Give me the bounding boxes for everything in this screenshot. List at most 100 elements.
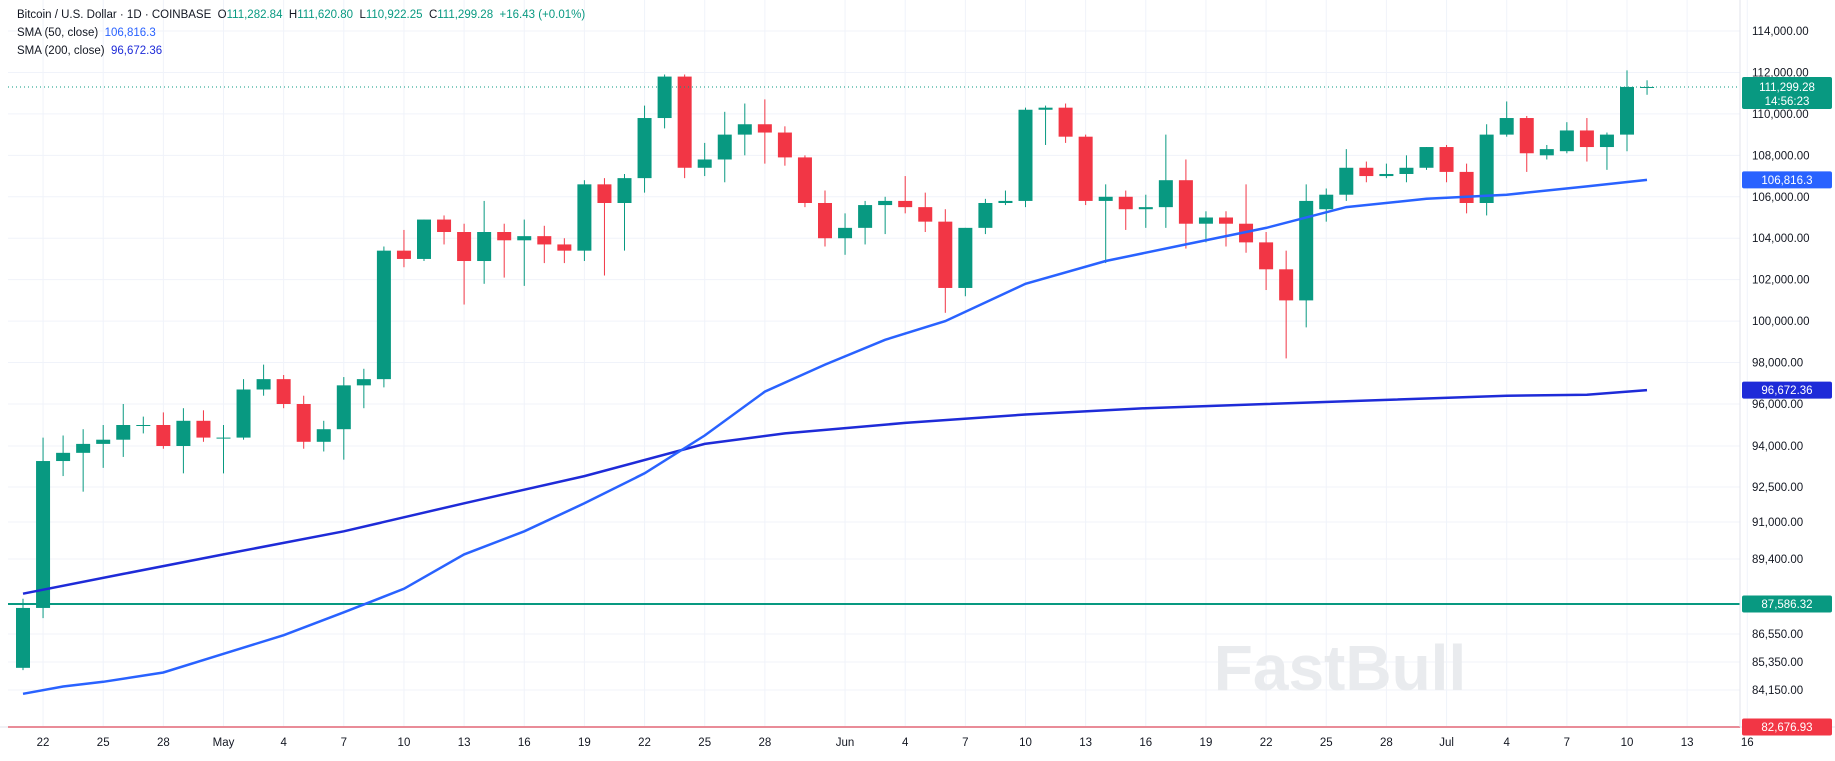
red-horizontal-line-tag-text: 82,676.93 (1761, 722, 1812, 734)
sma200-row[interactable]: SMA (200, close) 96,672.36 (17, 42, 585, 60)
time-tick-label: 7 (341, 737, 347, 749)
candle-body (176, 420, 191, 446)
candle-body (1599, 134, 1614, 148)
candle-body (196, 420, 211, 438)
candle-body (858, 205, 873, 228)
close-label: C (428, 9, 438, 21)
candle-body (1459, 171, 1474, 203)
candle-body (978, 202, 993, 228)
time-tick-label: 4 (902, 737, 909, 749)
price-tick-label: 86,550.00 (1752, 629, 1803, 641)
candle-body (998, 200, 1013, 203)
sma200-label: SMA (200, close) (17, 45, 105, 57)
time-tick-label: 7 (1564, 737, 1570, 749)
candle-body (677, 76, 692, 168)
candle-body (797, 157, 812, 203)
open-value: 111,282.84 (226, 9, 283, 21)
candle-body (216, 437, 231, 439)
candle-body (1198, 217, 1213, 224)
time-tick-label: 4 (1503, 737, 1510, 749)
time-tick-label: Jul (1439, 737, 1454, 749)
candle-body (1539, 149, 1554, 156)
time-tick-label: 10 (398, 737, 411, 749)
candle-body (1299, 200, 1314, 301)
price-tick-label: 100,000.00 (1752, 316, 1810, 328)
candle-body (777, 132, 792, 158)
time-tick-label: 7 (962, 737, 968, 749)
candle-body (1439, 147, 1454, 172)
chart-legend: Bitcoin / U.S. Dollar · 1D · COINBASE O1… (17, 6, 585, 60)
time-tick-label: 22 (1260, 737, 1273, 749)
candle-body (898, 200, 913, 208)
candle-body (1319, 194, 1334, 210)
time-tick-label: 25 (97, 737, 110, 749)
axis-tags: 111,299.28 14:56:23 106,816.3 96,672.36 87,5… (1742, 76, 1832, 736)
price-tick-label: 91,000.00 (1752, 517, 1803, 529)
time-axis[interactable]: 22 25 28 May 4 7 10 13 16 19 22 25 28 Jun 4 7 10 13 16 19 22… (37, 737, 1754, 749)
price-tick-label: 98,000.00 (1752, 358, 1803, 370)
symbol-title[interactable]: Bitcoin / U.S. Dollar · 1D · COINBASE (17, 9, 212, 21)
price-tick-label: 102,000.00 (1752, 275, 1810, 287)
candle-body (1399, 167, 1414, 174)
price-tick-label: 104,000.00 (1752, 233, 1810, 245)
candle-body (376, 250, 391, 380)
candle-body (1359, 167, 1374, 177)
candle-body (1499, 118, 1514, 135)
candle-body (537, 236, 552, 245)
time-tick-label: 22 (37, 737, 50, 749)
candle-body (256, 379, 271, 390)
candle-body (717, 134, 732, 160)
time-tick-label: 22 (638, 737, 651, 749)
candle-body (356, 379, 371, 386)
time-tick-label: 28 (758, 737, 771, 749)
candle-body (597, 184, 612, 203)
candle-body (16, 607, 30, 668)
time-tick-label: 4 (280, 737, 287, 749)
time-tick-label: 28 (1380, 737, 1393, 749)
candle-body (336, 385, 351, 430)
red-horizontal-line-tag-bg (1742, 718, 1832, 736)
candle-body (1559, 130, 1574, 152)
sma50-tag-bg (1742, 171, 1832, 189)
sma50-row[interactable]: SMA (50, close) 106,816.3 (17, 24, 585, 42)
candle-body (1118, 196, 1133, 210)
time-tick-label: 13 (458, 737, 471, 749)
candle-body (76, 443, 91, 453)
candle-body (577, 184, 592, 251)
high-label: H (288, 9, 298, 21)
price-tick-label: 96,000.00 (1752, 399, 1803, 411)
candle-body (757, 124, 772, 133)
open-label: O (217, 9, 227, 21)
low-label: L (359, 9, 366, 21)
high-value: 111,620.80 (297, 9, 354, 21)
time-tick-label: 28 (157, 737, 170, 749)
grid-lines (8, 0, 1748, 727)
candle-body (938, 221, 953, 288)
sma50-line (22, 178, 1648, 696)
time-tick-label: 16 (1139, 737, 1152, 749)
countdown-tag-text: 14:56:23 (1765, 96, 1810, 108)
candle-body (56, 452, 71, 462)
candle-body (657, 76, 672, 119)
candle-body (1178, 180, 1193, 224)
price-axis[interactable]: 84,150.00 85,350.00 86,550.00 89,400.00 91,0… (1752, 26, 1810, 697)
horizontal-lines (8, 603, 1740, 728)
candle-body (316, 429, 331, 442)
candle-body (36, 461, 51, 608)
candle-body (457, 232, 472, 262)
green-horizontal-line-tag-bg (1742, 595, 1832, 613)
sma50-value: 106,816.3 (104, 27, 156, 39)
sma200-tag-text: 96,672.36 (1761, 385, 1812, 397)
candle-body (497, 232, 512, 241)
time-tick-label: May (213, 737, 235, 749)
time-tick-label: 16 (518, 737, 531, 749)
time-tick-label: 19 (578, 737, 591, 749)
candle-body (1138, 207, 1153, 210)
candle-body (617, 178, 632, 203)
candle-body (1158, 180, 1173, 208)
time-tick-label: 10 (1621, 737, 1634, 749)
price-tick-label: 89,400.00 (1752, 554, 1803, 566)
candle-body (1479, 134, 1494, 203)
candle-body (838, 227, 853, 239)
